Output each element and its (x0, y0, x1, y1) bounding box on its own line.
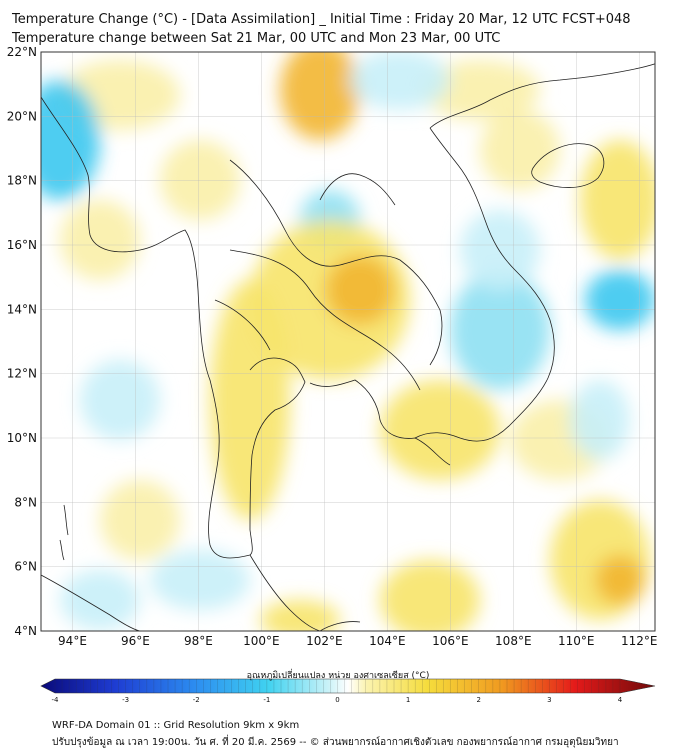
colorbar-tick: 1 (406, 696, 410, 704)
longitude-label: 106°E (432, 634, 469, 648)
map-subtitle: Temperature change between Sat 21 Mar, 0… (12, 31, 501, 46)
longitude-label: 102°E (306, 634, 343, 648)
colorbar-tick: 3 (547, 696, 551, 704)
latitude-label: 16°N (7, 238, 37, 252)
latitude-label: 10°N (7, 431, 37, 445)
longitude-label: 94°E (58, 634, 87, 648)
latitude-label: 18°N (7, 174, 37, 188)
longitude-label: 104°E (369, 634, 406, 648)
latitude-label: 14°N (7, 302, 37, 316)
colorbar-tick: 2 (477, 696, 481, 704)
colorbar-tick: -3 (122, 696, 129, 704)
colorbar: -4 -3 -2 -1 0 1 2 3 4 (40, 678, 656, 704)
latitude-label: 12°N (7, 367, 37, 381)
latitude-label: 6°N (14, 560, 37, 574)
latitude-label: 20°N (7, 109, 37, 123)
latitude-labels: 4°N 6°N 8°N 10°N 12°N 14°N 16°N 18°N 20°N 22°N (7, 45, 37, 638)
longitude-label: 96°E (121, 634, 150, 648)
latitude-label: 8°N (14, 495, 37, 509)
footer-credit: ปรับปรุงข้อมูล ณ เวลา 19:00น. วัน ศ. ที่… (52, 737, 619, 748)
latitude-label: 4°N (14, 624, 37, 638)
footer-model-info: WRF-DA Domain 01 :: Grid Resolution 9km … (52, 720, 300, 731)
colorbar-tick: -1 (263, 696, 270, 704)
longitude-label: 108°E (495, 634, 532, 648)
colorbar-tick: 4 (618, 696, 623, 704)
coastlines-and-borders (41, 63, 655, 631)
colorbar-tick: -4 (52, 696, 60, 704)
colorbar-tick: 0 (335, 696, 339, 704)
map-title: Temperature Change (°C) - [Data Assimila… (12, 12, 631, 27)
longitude-label: 112°E (621, 634, 658, 648)
map-frame (40, 51, 656, 632)
colorbar-title: อุณหภูมิเปลี่ยนแปลง หน่วย องศาเซลเซียส (… (246, 671, 430, 681)
longitude-label: 98°E (184, 634, 213, 648)
map-gridlines (41, 51, 655, 632)
longitude-labels: 94°E 96°E 98°E 100°E 102°E 104°E 106°E 108°E 110… (58, 634, 657, 648)
colorbar-tick-labels: -4 -3 -2 -1 0 1 2 3 4 (52, 696, 623, 704)
map-field (41, 52, 655, 631)
longitude-label: 110°E (558, 634, 595, 648)
colorbar-tick: -2 (193, 696, 200, 704)
latitude-label: 22°N (7, 45, 37, 59)
longitude-label: 100°E (243, 634, 280, 648)
